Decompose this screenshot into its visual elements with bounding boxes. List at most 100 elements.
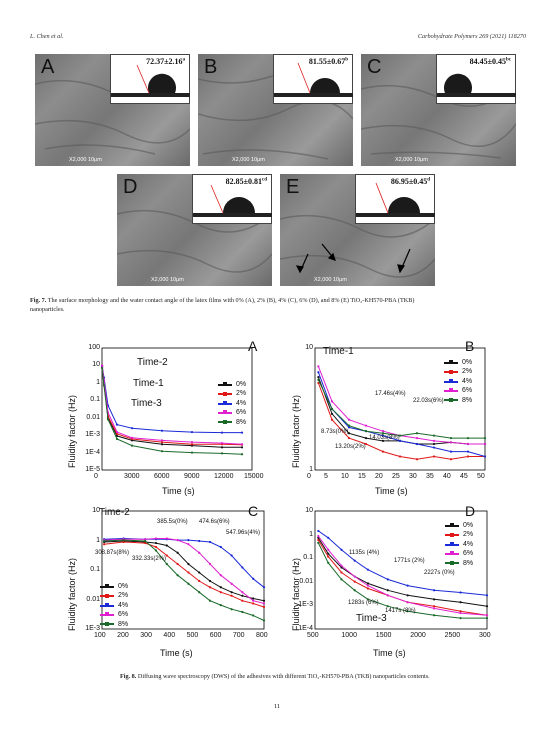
- chart-panel-b: B Time-1 Fluidity factor (Hz) Time (s) 1…: [291, 338, 493, 500]
- contact-angle-inset: 86.95±0.45d: [355, 174, 435, 224]
- data-point: [398, 439, 402, 442]
- chart-title: Time-1: [323, 346, 354, 357]
- data-point: [330, 400, 334, 403]
- significance-letter: d: [427, 177, 430, 183]
- caption-text-line2: nanoparticles.: [30, 306, 65, 313]
- data-point: [103, 539, 106, 543]
- data-point: [165, 544, 168, 547]
- y-tick-label: 0.1: [303, 554, 313, 562]
- data-point: [406, 610, 409, 613]
- data-point: [115, 430, 119, 434]
- data-point: [241, 610, 244, 614]
- annotation: 2227s (0%): [424, 570, 455, 576]
- panel-letter: A: [41, 56, 55, 78]
- data-point: [208, 562, 212, 566]
- annotation: 17.46s(4%): [375, 391, 406, 397]
- data-point: [327, 536, 330, 539]
- x-tick-label: 200: [117, 632, 129, 639]
- y-tick-label: 10: [305, 344, 313, 351]
- data-point: [198, 551, 201, 554]
- data-point: [317, 534, 320, 538]
- data-point: [219, 545, 222, 549]
- data-point: [219, 586, 222, 589]
- data-point: [381, 434, 385, 437]
- data-point: [340, 578, 343, 581]
- data-point: [415, 442, 419, 446]
- x-tick-label: 0: [94, 473, 98, 480]
- caption-text: Diffusing wave spectroscopy (DWS) of the…: [136, 673, 430, 680]
- data-point: [115, 434, 119, 438]
- series-line-6pct: [104, 538, 265, 604]
- data-point: [252, 602, 255, 605]
- y-tick-label: 1E-3: [85, 625, 100, 632]
- data-point: [241, 566, 244, 569]
- plot-frame: [101, 510, 265, 630]
- data-point: [317, 378, 320, 381]
- data-point: [208, 586, 212, 589]
- data-point: [101, 364, 104, 367]
- data-point: [198, 591, 201, 594]
- data-point: [327, 552, 330, 555]
- x-tick-label: 600: [209, 632, 222, 639]
- data-point: [101, 367, 104, 370]
- data-point: [262, 586, 266, 589]
- chart-svg: [101, 510, 266, 630]
- data-point: [330, 412, 334, 415]
- data-point: [317, 365, 320, 368]
- contact-angle-inset: 81.55±0.67b: [273, 54, 353, 104]
- legend-label: 6%: [118, 611, 129, 619]
- data-point: [364, 442, 368, 446]
- data-point: [230, 554, 233, 557]
- data-point: [198, 539, 201, 543]
- data-point: [366, 598, 370, 601]
- plot-frame: [314, 347, 486, 471]
- data-point: [459, 601, 462, 604]
- y-tick-label: 1: [96, 378, 100, 386]
- annotation: Time-2: [137, 357, 168, 368]
- data-point: [252, 597, 255, 600]
- data-point: [208, 599, 212, 602]
- data-point: [198, 571, 201, 574]
- y-tick-label: 1E-4: [85, 448, 100, 456]
- data-point: [353, 580, 356, 583]
- contact-angle-value: 86.95±0.45: [390, 177, 428, 186]
- data-point: [187, 562, 190, 566]
- y-axis-label: Fluidity factor (Hz): [291, 394, 301, 468]
- y-tick-label: 10: [92, 507, 100, 514]
- data-point: [327, 561, 330, 564]
- data-point: [220, 431, 224, 434]
- data-point: [252, 614, 255, 617]
- y-tick-label: 0.1: [90, 396, 100, 404]
- x-tick-label: 2500: [444, 632, 461, 639]
- data-point: [317, 538, 320, 542]
- data-point: [122, 540, 125, 544]
- sem-scale: X2,000 10μm: [69, 157, 102, 163]
- data-point: [483, 442, 487, 446]
- data-point: [353, 589, 356, 592]
- data-point: [386, 594, 389, 597]
- series-line-2pct: [104, 541, 265, 608]
- data-point: [432, 434, 436, 437]
- fig7-caption: Fig. 7. The surface morphology and the w…: [30, 296, 414, 314]
- legend-label: 4%: [463, 540, 474, 548]
- contact-angle-value: 81.55±0.67: [308, 57, 346, 66]
- data-point: [406, 601, 409, 604]
- data-point: [102, 384, 106, 387]
- y-axis-label: Fluidity factor (Hz): [291, 557, 301, 631]
- legend-label: 8%: [462, 396, 473, 404]
- data-point: [466, 450, 470, 453]
- data-point: [154, 549, 158, 552]
- data-point: [353, 575, 356, 578]
- series-line-4pct: [318, 530, 488, 596]
- annotation: 13.20s(2%): [335, 444, 366, 450]
- x-tick-label: 400: [163, 632, 176, 639]
- data-point: [106, 418, 110, 421]
- data-point: [432, 607, 436, 610]
- contact-angle-value: 72.37±2.16: [146, 57, 183, 66]
- data-point: [366, 568, 370, 571]
- x-tick-label: 2000: [410, 632, 426, 639]
- panel-letter: B: [204, 56, 218, 78]
- contact-angle-value: 82.85±0.81: [225, 177, 262, 186]
- data-point: [406, 584, 409, 587]
- plot-frame: [101, 347, 253, 471]
